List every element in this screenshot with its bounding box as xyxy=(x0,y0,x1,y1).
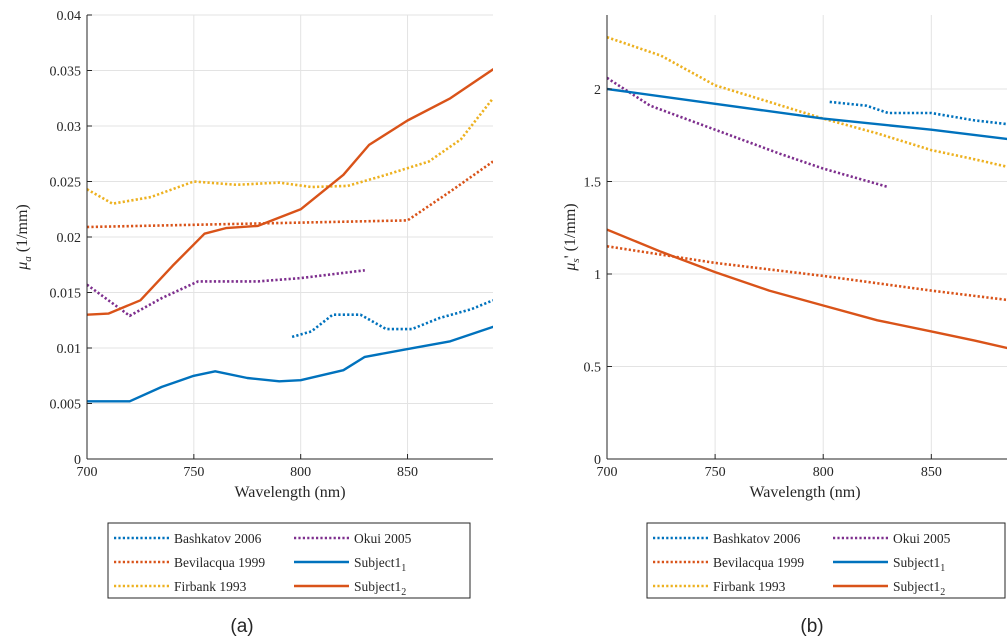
y-tick-label: 0.015 xyxy=(50,287,82,302)
panel-label: (a) xyxy=(230,616,253,637)
legend-label: Bashkatov 2006 xyxy=(174,531,262,546)
x-tick-label: 750 xyxy=(705,465,726,480)
legend-label: Bashkatov 2006 xyxy=(713,531,801,546)
legend: Bashkatov 2006 Bevilacqua 1999 Firbank 199… xyxy=(107,522,471,599)
y-tick-label: 0.03 xyxy=(57,120,82,135)
legend-label: Bevilacqua 1999 xyxy=(174,555,265,570)
y-axis-label: μa (1/mm) xyxy=(14,204,34,271)
x-tick-label: 800 xyxy=(290,465,311,480)
series-line-firbank-1993 xyxy=(87,97,493,205)
y-tick-label: 0.01 xyxy=(57,342,82,357)
x-tick-label: 850 xyxy=(921,465,942,480)
chart-panel-a: 700 750 800 850 0 0.005 0.01 0.015 0.02 0.025 0.03… xyxy=(14,9,493,637)
y-tick-label: 1.5 xyxy=(584,176,602,191)
series-line-okui-2005 xyxy=(607,76,889,189)
x-axis-label: Wavelength (nm) xyxy=(234,484,345,501)
y-tick-label: 0.5 xyxy=(584,361,602,376)
series-line-bevilacqua-1999 xyxy=(607,245,1007,302)
y-tick-label: 1 xyxy=(594,268,601,283)
series-line-subject1-1 xyxy=(607,87,1007,141)
legend: Bashkatov 2006 Bevilacqua 1999 Firbank 199… xyxy=(646,522,1006,599)
x-tick-label: 700 xyxy=(77,465,98,480)
legend-box xyxy=(107,522,471,599)
legend-label: Subject12 xyxy=(893,579,945,598)
panel-label: (b) xyxy=(800,616,823,637)
series-line-subject1-2 xyxy=(607,228,1007,350)
legend-label: Okui 2005 xyxy=(893,531,951,546)
y-axis-label: μs' (1/mm) xyxy=(562,203,582,271)
legend-box xyxy=(646,522,1006,599)
series-group xyxy=(607,35,1007,350)
x-tick-label: 850 xyxy=(397,465,418,480)
chart-panel-b: 700 750 800 850 0 0.5 1 1.5 2 Wavelength (nm) μs' … xyxy=(562,15,1007,637)
y-tick-label: 0.04 xyxy=(57,9,82,24)
y-tick-label: 0 xyxy=(594,453,601,468)
series-line-okui-2005 xyxy=(87,269,365,318)
legend-label: Subject11 xyxy=(893,555,945,574)
series-group xyxy=(87,68,493,403)
legend-label: Subject11 xyxy=(354,555,406,574)
series-line-bashkatov-2006 xyxy=(291,299,493,339)
x-tick-label: 750 xyxy=(183,465,204,480)
series-line-bevilacqua-1999 xyxy=(87,160,493,229)
y-tick-label: 2 xyxy=(594,83,601,98)
y-tick-label: 0 xyxy=(74,453,81,468)
series-line-subject1-1 xyxy=(87,325,493,403)
y-tick-label: 0.005 xyxy=(50,398,82,413)
series-line-subject1-2 xyxy=(87,68,493,316)
legend-label: Bevilacqua 1999 xyxy=(713,555,804,570)
x-tick-label: 700 xyxy=(597,465,618,480)
legend-label: Firbank 1993 xyxy=(713,579,786,594)
x-tick-label: 800 xyxy=(813,465,834,480)
series-line-bashkatov-2006 xyxy=(829,100,1007,126)
y-tick-label: 0.035 xyxy=(50,65,82,80)
series-line-firbank-1993 xyxy=(607,35,1007,168)
legend-label: Firbank 1993 xyxy=(174,579,247,594)
y-tick-label: 0.025 xyxy=(50,176,82,191)
x-axis-label: Wavelength (nm) xyxy=(749,484,860,501)
y-tick-label: 0.02 xyxy=(57,231,82,246)
legend-label: Subject12 xyxy=(354,579,406,598)
legend-label: Okui 2005 xyxy=(354,531,412,546)
